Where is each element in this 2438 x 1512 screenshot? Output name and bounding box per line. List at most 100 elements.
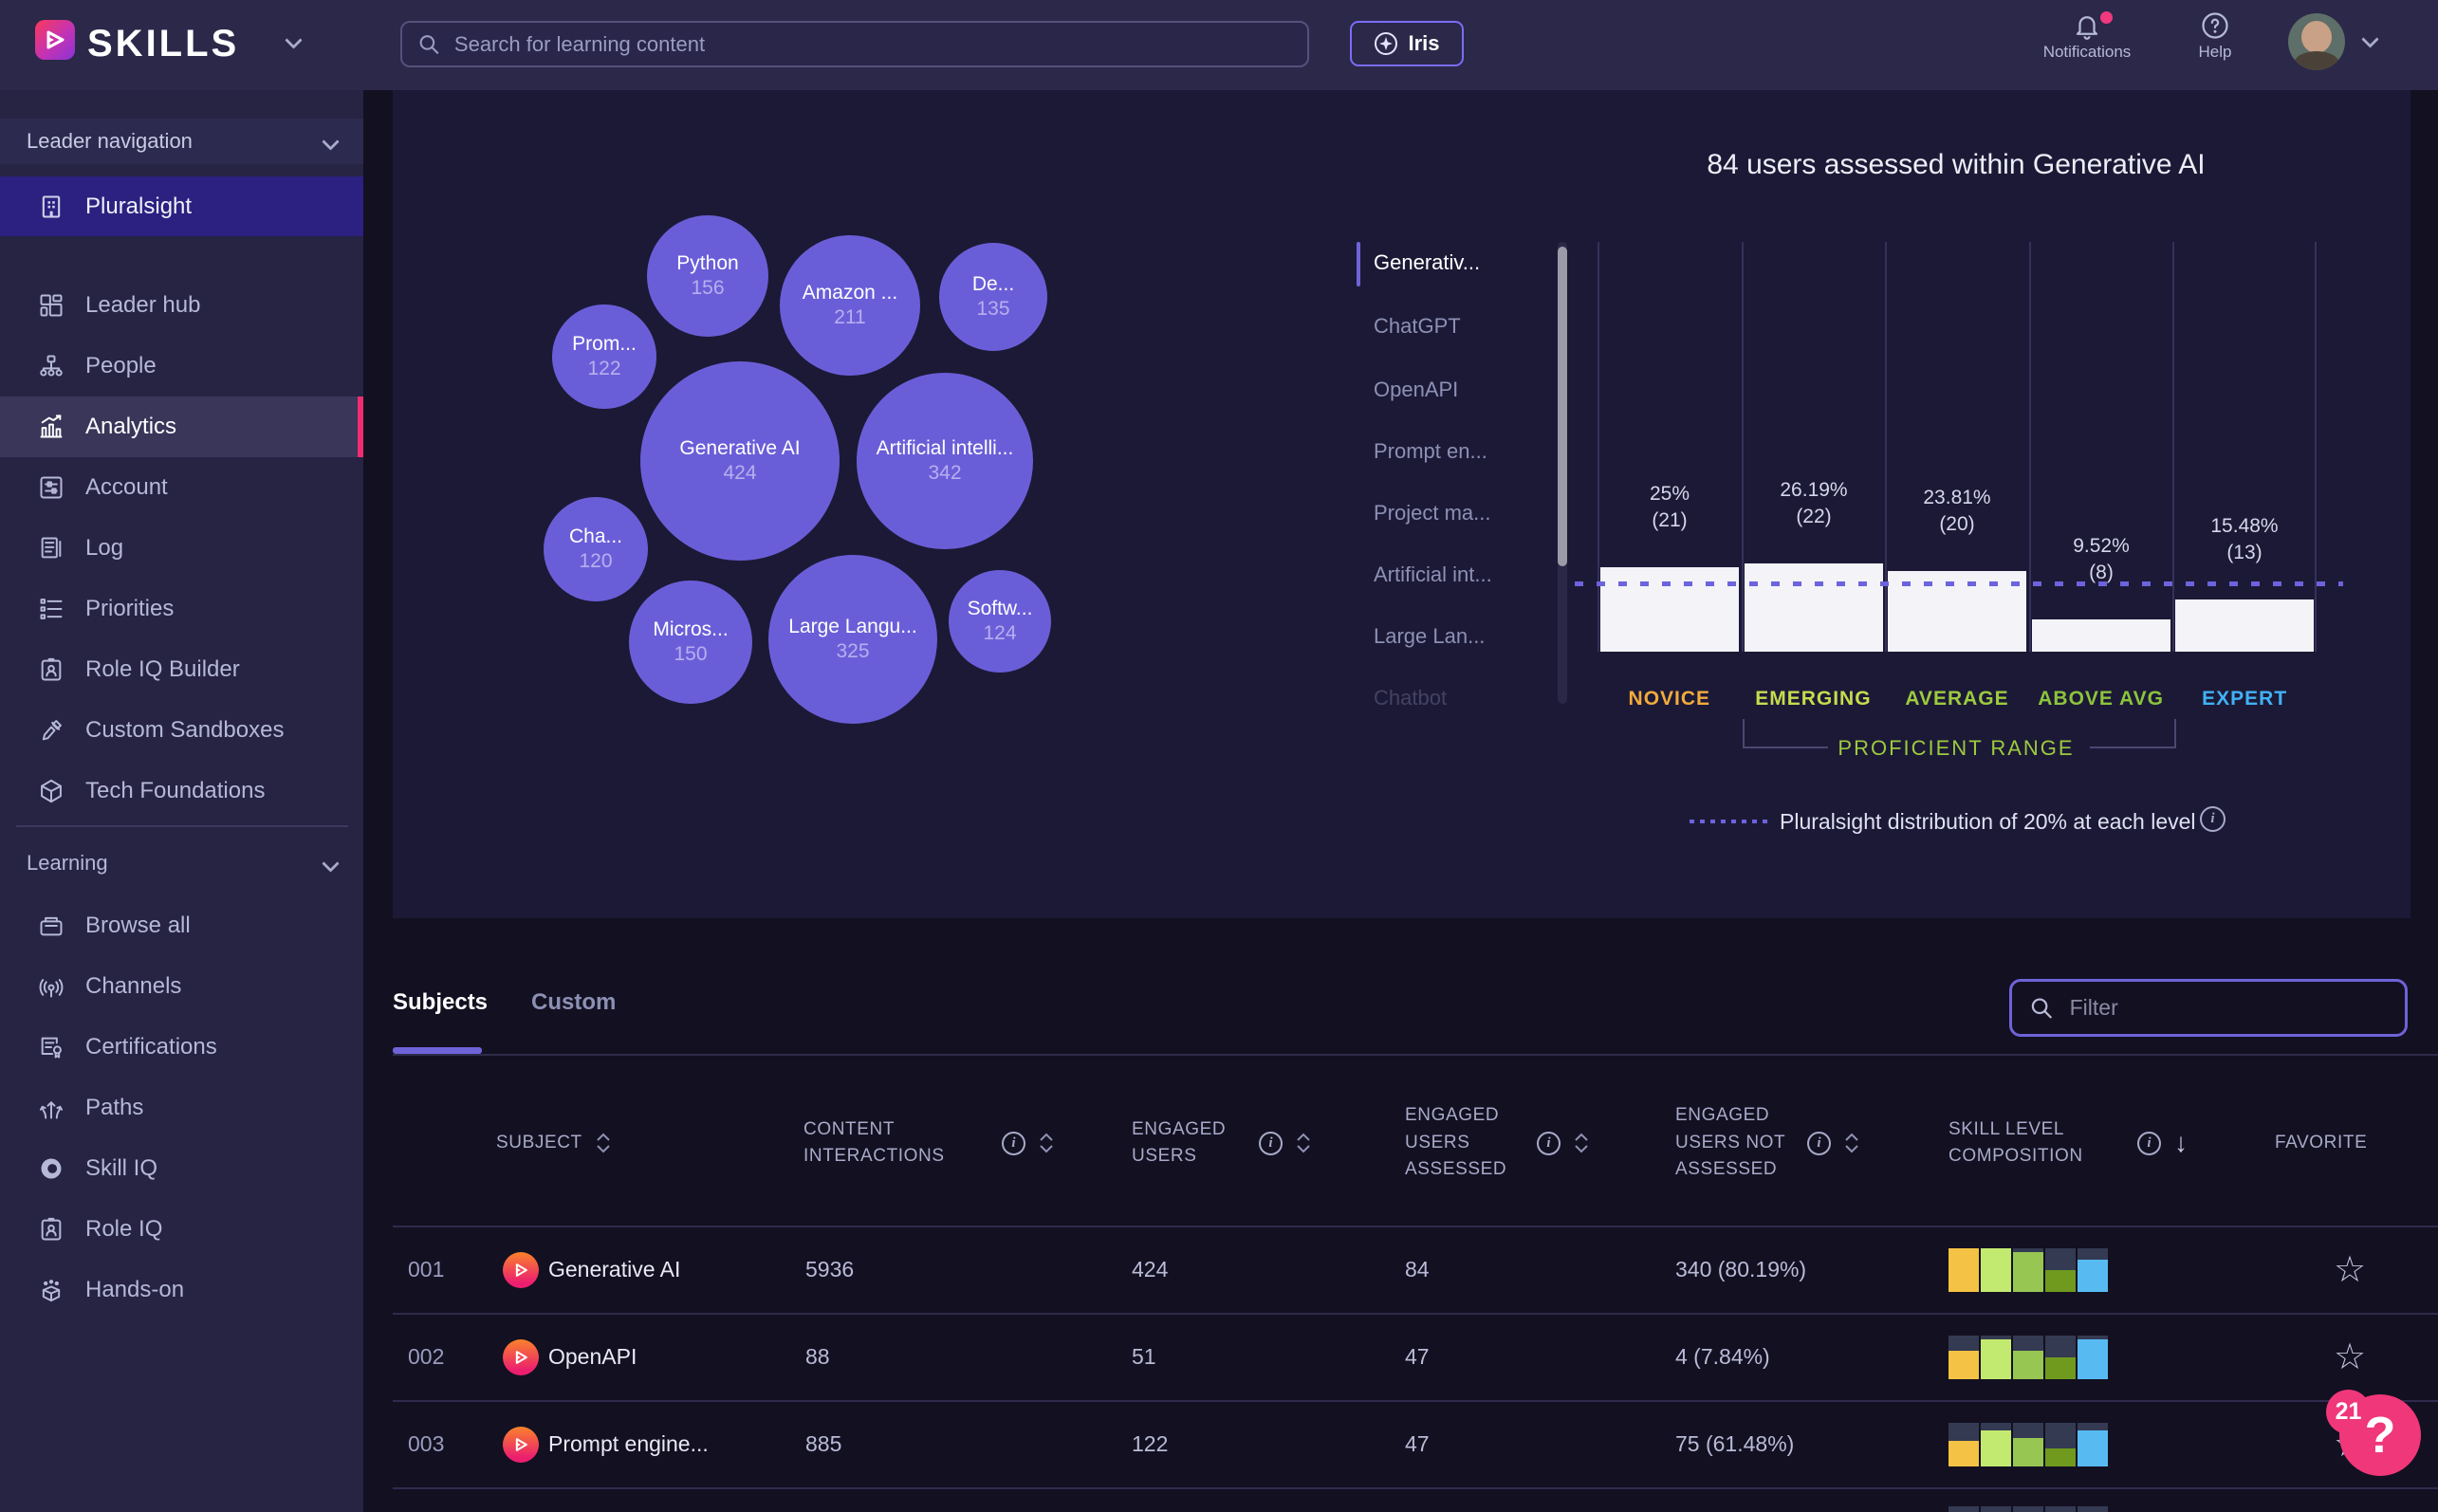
skill-list-item-artificial-int[interactable]: Artificial int... (1374, 562, 1492, 586)
sidebar-item-role-iq[interactable]: Role IQ (0, 1199, 363, 1260)
favorite-star-icon[interactable]: ☆ (2334, 1337, 2367, 1377)
avatar-face (2301, 21, 2332, 53)
skill-list-item-chatbot[interactable]: Chatbot (1374, 686, 1448, 710)
bubble-softw[interactable]: Softw... 124 (949, 570, 1051, 673)
skill-list-item-generativ[interactable]: Generativ... (1374, 250, 1481, 274)
sidebar-item-tech-foundations[interactable]: Tech Foundations (0, 761, 363, 821)
profile-chevron-down-icon[interactable] (2361, 30, 2379, 48)
info-icon[interactable]: i (1807, 1131, 1831, 1155)
sort-descending-icon[interactable]: ↓ (2174, 1128, 2188, 1157)
bubble-value: 135 (976, 298, 1010, 320)
notifications-button[interactable]: Notifications (2035, 11, 2139, 62)
sort-icon[interactable] (1296, 1133, 1311, 1153)
info-icon[interactable]: i (1537, 1131, 1561, 1155)
sidebar-item-role-iq-builder[interactable]: Role IQ Builder (0, 639, 363, 700)
column-header-engaged-users[interactable]: ENGAGED USERS i (1132, 1081, 1311, 1205)
column-header-favorite[interactable]: FAVORITE (2275, 1081, 2367, 1205)
play-icon (46, 30, 65, 49)
bubble-artificial-intelli[interactable]: Artificial intelli... 342 (857, 373, 1033, 549)
engaged-users-assessed-value: 47 (1405, 1431, 1430, 1456)
logo-chevron-down-icon[interactable] (285, 31, 303, 49)
column-header-content-interactions[interactable]: CONTENT INTERACTIONS i (803, 1081, 1054, 1205)
distribution-bar-value: 9.52% (8) (2073, 535, 2130, 583)
column-header-skill-level-composition[interactable]: SKILL LEVEL COMPOSITION i ↓ (1949, 1081, 2188, 1205)
search-input[interactable] (453, 31, 1292, 57)
global-search[interactable] (400, 21, 1309, 67)
bubble-micros[interactable]: Micros... 150 (629, 581, 752, 704)
tab-subjects[interactable]: Subjects (393, 989, 489, 1015)
learning-dropdown[interactable]: Learning (0, 840, 363, 886)
subject-name[interactable]: Generative AI (548, 1257, 681, 1282)
distribution-bar-expert (2175, 599, 2314, 652)
sidebar-item-paths[interactable]: Paths (0, 1078, 363, 1138)
chart-gridline (1598, 242, 1599, 652)
subject-header-label: SUBJECT (496, 1132, 582, 1152)
sidebar-item-certifications[interactable]: Certifications (0, 1017, 363, 1078)
favorite-star-icon[interactable]: ☆ (2334, 1250, 2367, 1290)
learning-label: Learning (27, 851, 108, 875)
proficient-range-label: PROFICIENT RANGE (1838, 736, 2075, 760)
info-icon[interactable]: i (1259, 1131, 1283, 1155)
subject-name[interactable]: OpenAPI (548, 1344, 637, 1369)
bell-icon (2076, 16, 2098, 40)
sidebar-item-pluralsight[interactable]: Pluralsight (0, 176, 363, 236)
skill-list-item-openapi[interactable]: OpenAPI (1374, 378, 1459, 401)
cubedots-icon (42, 1280, 61, 1302)
column-header-engaged-users-assessed[interactable]: ENGAGED USERS ASSESSED i (1405, 1081, 1589, 1205)
leader-navigation-dropdown[interactable]: Leader navigation (0, 119, 363, 164)
sidebar-item-label: Analytics (85, 414, 177, 439)
bubble-de[interactable]: De... 135 (939, 243, 1047, 351)
sort-icon[interactable] (1844, 1133, 1859, 1153)
sort-icon[interactable] (596, 1133, 611, 1153)
sidebar-item-analytics[interactable]: Analytics (0, 396, 363, 457)
column-header-subject[interactable]: SUBJECT (496, 1081, 611, 1205)
sidebar-item-people[interactable]: People (0, 336, 363, 396)
info-icon[interactable]: i (1002, 1131, 1025, 1155)
sort-icon[interactable] (1039, 1133, 1054, 1153)
sidebar-item-log[interactable]: Log (0, 518, 363, 579)
sidebar-item-custom-sandboxes[interactable]: Custom Sandboxes (0, 700, 363, 761)
skill-distribution-chart: 25% (21) 26.19% (22) 23.81% (20) 9.52% (8) 15.48… (1598, 242, 2317, 652)
sidebar-item-account[interactable]: Account (0, 457, 363, 518)
range-bracket-right-bar (2090, 747, 2176, 748)
bubble-label: Generative AI (679, 437, 801, 459)
bubble-large-langu[interactable]: Large Langu... 325 (768, 555, 937, 724)
active-tab-underline (393, 1047, 482, 1054)
cube-icon (41, 779, 62, 803)
sidebar-item-hands-on[interactable]: Hands-on (0, 1260, 363, 1320)
help-button[interactable]: Help (2187, 11, 2244, 62)
legend-info-icon[interactable]: i (2200, 806, 2226, 832)
skill-level-label-above-avg: ABOVE AVG (2038, 688, 2164, 710)
bubble-generative-ai[interactable]: Generative AI 424 (640, 361, 840, 561)
iris-button[interactable]: Iris (1350, 21, 1464, 66)
filter-search-icon (2031, 997, 2053, 1019)
sidebar-item-leader-hub[interactable]: Leader hub (0, 275, 363, 336)
info-icon[interactable]: i (2137, 1131, 2161, 1155)
sidebar-item-skill-iq[interactable]: Skill IQ (0, 1138, 363, 1199)
bubble-cha[interactable]: Cha... 120 (544, 497, 648, 601)
filter-input[interactable] (2069, 995, 2388, 1021)
chart-gridline (2029, 242, 2031, 652)
skill-list-item-project-ma[interactable]: Project ma... (1374, 501, 1491, 525)
skills-scrollbar-thumb[interactable] (1558, 247, 1567, 566)
pin-icon (41, 1158, 62, 1179)
distribution-bar-above-avg (2032, 619, 2170, 652)
sidebar-item-priorities[interactable]: Priorities (0, 579, 363, 639)
bubble-python[interactable]: Python 156 (647, 215, 768, 337)
sidebar-item-browse-all[interactable]: Browse all (0, 895, 363, 956)
column-header-engaged-users-not-assessed[interactable]: ENGAGED USERS NOT ASSESSED i (1675, 1081, 1859, 1205)
skill-list-item-prompt-en[interactable]: Prompt en... (1374, 439, 1487, 463)
subject-name[interactable]: Prompt engine... (548, 1431, 709, 1456)
bubble-amazon[interactable]: Amazon ... 211 (780, 235, 920, 376)
avatar[interactable] (2288, 13, 2345, 70)
sidebar-item-channels[interactable]: Channels (0, 956, 363, 1017)
subject-play-icon (503, 1339, 539, 1375)
bubble-prom[interactable]: Prom... 122 (552, 304, 656, 409)
pluralsight-logo-icon[interactable] (35, 20, 75, 60)
table-filter[interactable] (2009, 979, 2408, 1037)
skill-list-item-large-lan[interactable]: Large Lan... (1374, 624, 1486, 648)
distribution-bar-value: 15.48% (13) (2210, 515, 2279, 563)
sort-icon[interactable] (1574, 1133, 1589, 1153)
tab-custom[interactable]: Custom (531, 989, 617, 1015)
skill-list-item-chatgpt[interactable]: ChatGPT (1374, 314, 1461, 338)
